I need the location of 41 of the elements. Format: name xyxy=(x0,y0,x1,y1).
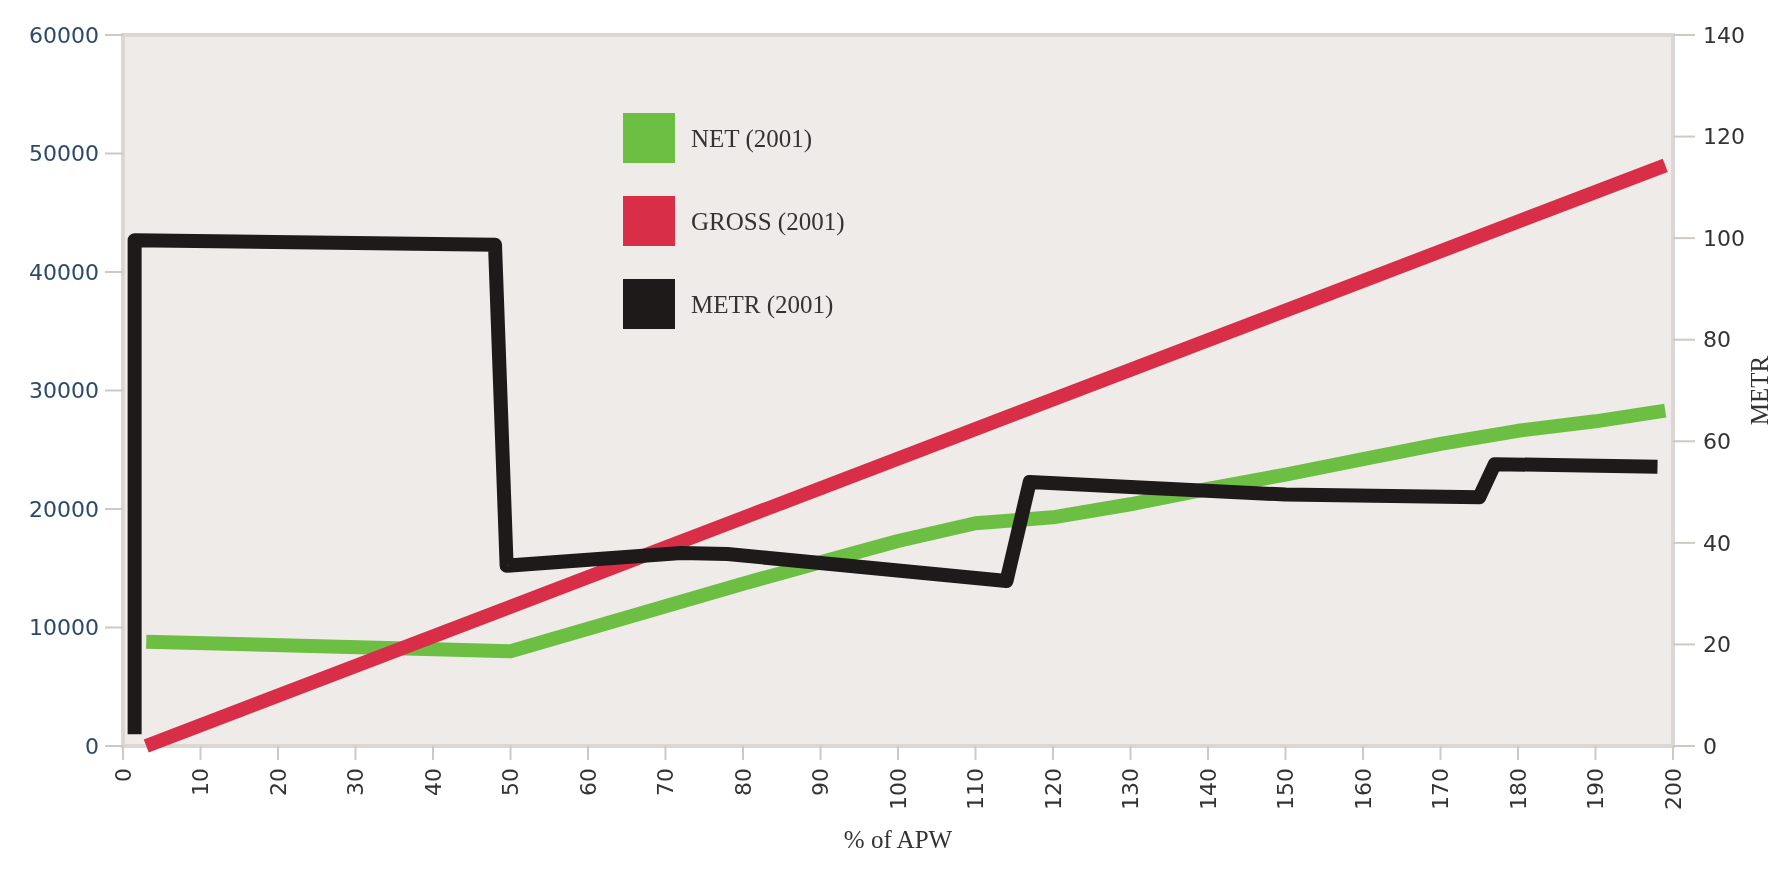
y-tick-label: 20000 xyxy=(29,496,99,522)
legend-label: GROSS (2001) xyxy=(691,207,845,236)
y2-tick-label: 100 xyxy=(1703,225,1745,251)
x-tick-label: 50 xyxy=(498,768,524,796)
y2-tick-label: 120 xyxy=(1703,124,1745,150)
x-tick-label: 150 xyxy=(1273,768,1299,810)
y2-tick-label: 40 xyxy=(1703,530,1731,556)
x-tick-label: 120 xyxy=(1040,768,1066,810)
x-tick-label: 110 xyxy=(963,768,989,810)
x-tick-label: 200 xyxy=(1660,768,1686,810)
x-tick-label: 70 xyxy=(653,768,679,796)
y2-tick-label: 20 xyxy=(1703,632,1731,658)
x-tick-label: 140 xyxy=(1195,768,1221,810)
x-tick-label: 10 xyxy=(188,768,214,796)
x-tick-label: 90 xyxy=(808,768,834,796)
y-tick-label: 60000 xyxy=(29,22,99,48)
y-tick-label: 0 xyxy=(85,733,99,759)
x-tick-label: 160 xyxy=(1350,768,1376,810)
x-tick-label: 0 xyxy=(110,768,136,782)
y2-tick-label: 0 xyxy=(1703,733,1717,759)
legend-label: METR (2001) xyxy=(691,290,834,319)
y2-tick-label: 140 xyxy=(1703,22,1745,48)
x-tick-label: 20 xyxy=(265,768,291,796)
legend-label: NET (2001) xyxy=(691,124,813,153)
x-tick-label: 30 xyxy=(343,768,369,796)
x-tick-label: 180 xyxy=(1505,768,1531,810)
x-tick-label: 80 xyxy=(730,768,756,796)
y-tick-label: 40000 xyxy=(29,259,99,285)
x-tick-label: 190 xyxy=(1583,768,1609,810)
x-axis-title: % of APW xyxy=(843,826,953,853)
y2-tick-label: 80 xyxy=(1703,327,1731,353)
x-tick-label: 60 xyxy=(575,768,601,796)
y2-axis-title: METR xyxy=(1746,355,1773,426)
x-tick-label: 100 xyxy=(885,768,911,810)
x-tick-label: 130 xyxy=(1118,768,1144,810)
y-tick-label: 50000 xyxy=(29,141,99,167)
x-tick-label: 170 xyxy=(1428,768,1454,810)
y2-tick-label: 60 xyxy=(1703,428,1731,454)
y-tick-label: 30000 xyxy=(29,378,99,404)
x-tick-label: 40 xyxy=(420,768,446,796)
y-tick-label: 10000 xyxy=(29,615,99,641)
